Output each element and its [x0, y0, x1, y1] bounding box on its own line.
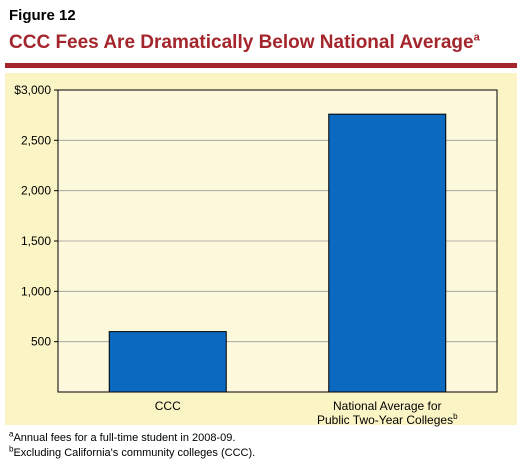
footnote-a-mark: a — [9, 429, 14, 439]
footnote-b-text: Excluding California's community college… — [13, 447, 256, 459]
figure-label: Figure 12 — [9, 7, 76, 24]
bar-0 — [108, 331, 227, 393]
y-tick-label: 2,500 — [21, 133, 51, 147]
footnote-a: aAnnual fees for a full-time student in … — [9, 429, 255, 446]
axes — [54, 89, 498, 393]
x-tick-labels: CCC National Average for Public Two-Year C… — [155, 399, 458, 427]
title-rule — [5, 63, 517, 68]
footnote-a-text: Annual fees for a full-time student in 2… — [13, 432, 236, 444]
y-tick-labels: 500 1,000 1,500 2,000 2,500 $3,000 — [14, 83, 51, 349]
footnote-b: bExcluding California's community colleg… — [9, 444, 256, 461]
footnote-b-mark: b — [9, 444, 14, 454]
footnotes: aAnnual fees for a full-time student in … — [9, 429, 256, 461]
bar-1 — [328, 113, 447, 393]
title-footnote-mark: a — [473, 31, 480, 44]
bars — [108, 113, 447, 393]
x-tick-label: National Average for Public Two-Year Coll… — [317, 399, 458, 427]
chart-title-text: CCC Fees Are Dramatically Below National… — [9, 32, 474, 53]
chart-title: CCC Fees Are Dramatically Below National… — [9, 32, 480, 54]
y-tick-label: 500 — [31, 335, 51, 349]
y-tick-label: 2,000 — [21, 184, 51, 198]
y-tick-label: $3,000 — [14, 83, 51, 97]
y-tick-label: 1,500 — [21, 234, 51, 248]
x-tick-label: CCC — [155, 399, 181, 413]
y-tick-label: 1,000 — [21, 284, 51, 298]
